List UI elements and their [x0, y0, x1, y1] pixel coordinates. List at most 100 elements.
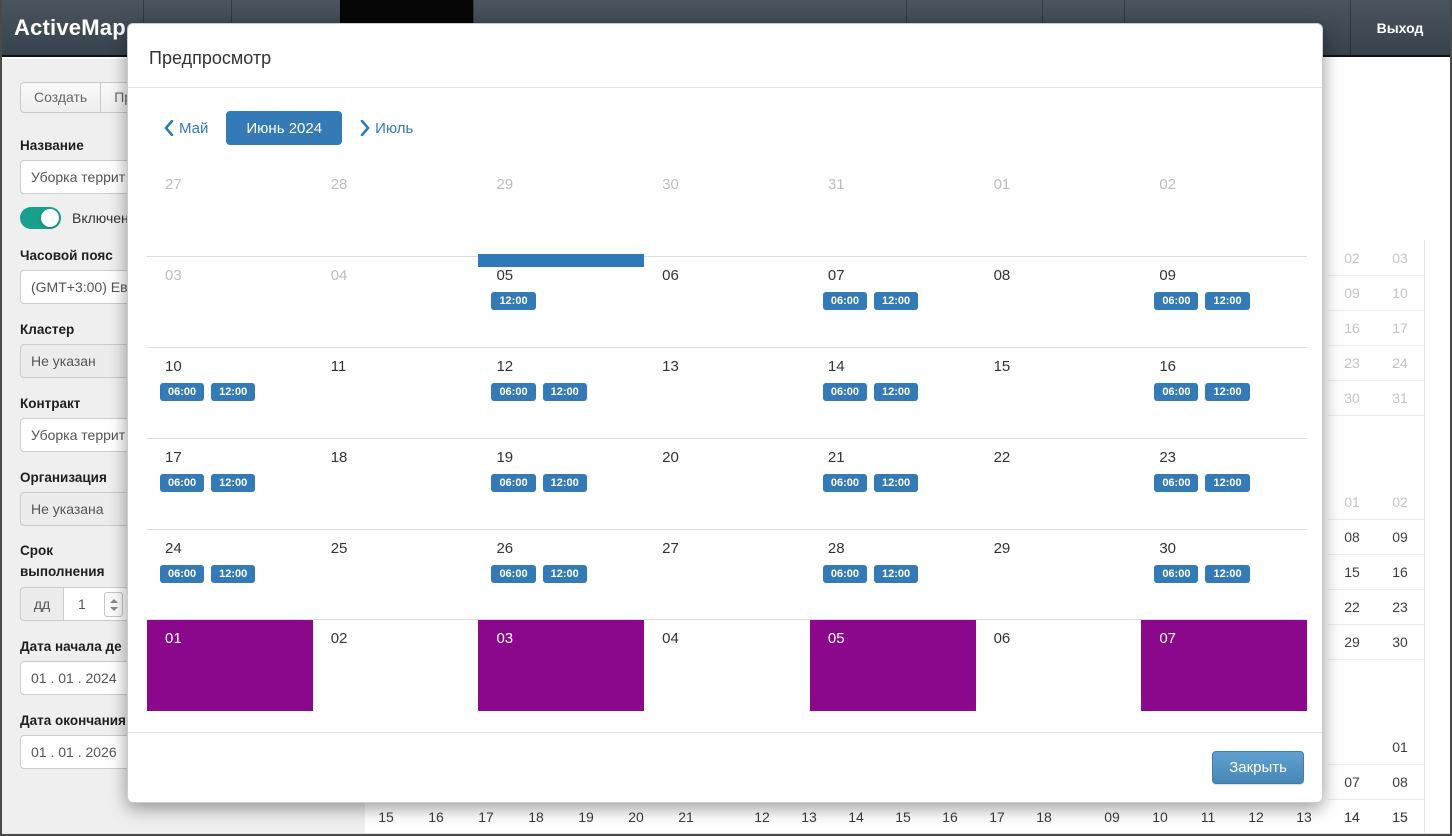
contract-label: Контракт [20, 396, 81, 411]
calendar-day-cell: 05 12:00 [478, 254, 644, 347]
background-calendar-row: 16 17 [1328, 311, 1424, 346]
time-badge: 06:00 [491, 474, 536, 492]
next-month-link[interactable]: Июль [360, 120, 413, 137]
time-badges: 06:00 12:00 [478, 382, 644, 401]
background-day-number: 15 [895, 809, 911, 825]
background-calendar-border [1424, 240, 1425, 834]
background-day-number: 30 [1344, 390, 1360, 406]
time-badges: 06:00 12:00 [147, 564, 313, 583]
background-day-number: 15 [1392, 809, 1408, 825]
term-stepper[interactable]: 1 [63, 587, 129, 621]
background-calendar-row: 02 03 [1328, 241, 1424, 276]
time-badge: 06:00 [822, 565, 868, 583]
background-day-number: 17 [989, 809, 1005, 825]
background-day-number: 22 [1344, 599, 1360, 615]
background-day-number: 23 [1344, 355, 1360, 371]
time-badges: 06:00 12:00 [147, 382, 313, 401]
background-day-number: 13 [1296, 809, 1312, 825]
background-day-number: 20 [628, 809, 644, 825]
calendar-day-cell: 07 [1141, 620, 1308, 711]
time-badges: 06:00 12:00 [1141, 291, 1307, 310]
background-calendar-row: 23 24 [1328, 346, 1424, 381]
time-badges: 06:00 12:00 [1141, 564, 1307, 583]
time-badge: 12:00 [874, 565, 919, 583]
calendar-day-cell: 14 06:00 12:00 [810, 348, 976, 438]
background-calendar-row: 15 16 [1328, 555, 1424, 590]
background-day-number: 16 [942, 809, 958, 825]
calendar-day-cell: 15 [976, 348, 1142, 438]
calendar-day-cell: 31 [810, 166, 976, 256]
time-badges: 06:00 12:00 [810, 473, 976, 492]
day-number: 01 [993, 176, 1011, 193]
background-day-number: 01 [1392, 739, 1408, 755]
day-number: 30 [1159, 540, 1176, 557]
background-calendar-row: 09 10 [1328, 276, 1424, 311]
term-label-line2: выполнения [20, 564, 105, 579]
background-day-number: 31 [1392, 390, 1408, 406]
day-number: 04 [330, 267, 348, 284]
background-day-number: 16 [1392, 564, 1408, 580]
calendar-day-cell: 16 06:00 12:00 [1141, 348, 1307, 438]
calendar-day-cell: 29 [478, 166, 644, 256]
day-number: 24 [165, 540, 182, 557]
time-badge: 12:00 [542, 565, 587, 583]
background-day-number: 08 [1344, 529, 1360, 545]
time-badges: 06:00 12:00 [810, 382, 976, 401]
background-calendar-row: 01 [1328, 730, 1424, 765]
current-month-button[interactable]: Июнь 2024 [226, 111, 343, 145]
time-badge: 12:00 [874, 292, 919, 310]
time-badge: 12:00 [542, 474, 587, 492]
prev-month-link[interactable]: Май [164, 120, 208, 137]
day-number: 26 [496, 540, 514, 557]
time-badge: 06:00 [160, 474, 205, 492]
calendar-day-cell: 05 [809, 620, 976, 711]
time-badge: 06:00 [1154, 474, 1199, 492]
background-calendar-bottom-row: 15 16 17 18 19 20 21 12 13 14 15 16 17 18 09 10 11 12 13 14… [0, 800, 1450, 834]
stepper-arrows-icon[interactable] [104, 592, 123, 617]
day-number: 01 [165, 630, 182, 647]
calendar-week-row: 03 04 05 12:00 06 07 06:00 12:00 08 09 06:00 12:00 [147, 254, 1307, 347]
logout-button[interactable]: Выход [1376, 20, 1424, 36]
background-day-number: 16 [428, 809, 444, 825]
enabled-toggle[interactable] [20, 207, 61, 229]
calendar-day-cell: 26 06:00 12:00 [478, 530, 644, 619]
prev-month-label: Май [179, 119, 209, 137]
background-month-column-march: 02 03 09 10 16 17 23 24 30 31 [1328, 241, 1424, 416]
calendar-day-cell: 10 06:00 12:00 [147, 348, 313, 438]
day-number: 30 [662, 176, 679, 193]
day-number: 19 [496, 449, 514, 466]
time-badge: 06:00 [1154, 292, 1199, 310]
day-number: 28 [827, 540, 845, 557]
time-badge: 12:00 [1205, 292, 1250, 310]
calendar-day-cell: 08 [976, 257, 1142, 347]
toggle-knob [41, 209, 59, 227]
close-button[interactable]: Закрыть [1212, 751, 1304, 784]
calendar-day-cell: 25 [313, 530, 479, 619]
calendar-day-cell: 30 06:00 12:00 [1141, 530, 1307, 619]
time-badge: 12:00 [542, 383, 587, 401]
background-calendar-row: 07 08 [1328, 765, 1424, 800]
day-number: 06 [993, 630, 1011, 647]
start-date-label: Дата начала де [20, 639, 122, 654]
chevron-left-icon [164, 120, 174, 136]
calendar-day-cell: 07 06:00 12:00 [810, 257, 976, 347]
day-number: 07 [827, 267, 845, 284]
end-date-label: Дата окончания [20, 713, 126, 728]
organization-label: Организация [20, 470, 107, 485]
calendar-day-cell: 04 [644, 620, 810, 711]
day-number: 05 [496, 267, 514, 284]
calendar-day-cell: 28 [313, 166, 479, 256]
day-number: 27 [662, 540, 679, 557]
calendar-day-cell: 06 [644, 257, 810, 347]
background-day-number: 03 [1392, 250, 1408, 266]
calendar-day-cell: 06 [976, 620, 1142, 711]
calendar-week-row: 27 28 29 30 31 01 02 [147, 166, 1307, 256]
background-day-number: 23 [1392, 599, 1408, 615]
background-day-number: 14 [1344, 809, 1360, 825]
day-number: 02 [330, 630, 348, 647]
calendar-day-cell: 11 [313, 348, 479, 438]
calendar-day-cell: 03 [147, 257, 313, 347]
calendar-day-cell: 30 [644, 166, 810, 256]
create-button[interactable]: Создать [20, 82, 102, 113]
background-day-number: 09 [1344, 285, 1360, 301]
